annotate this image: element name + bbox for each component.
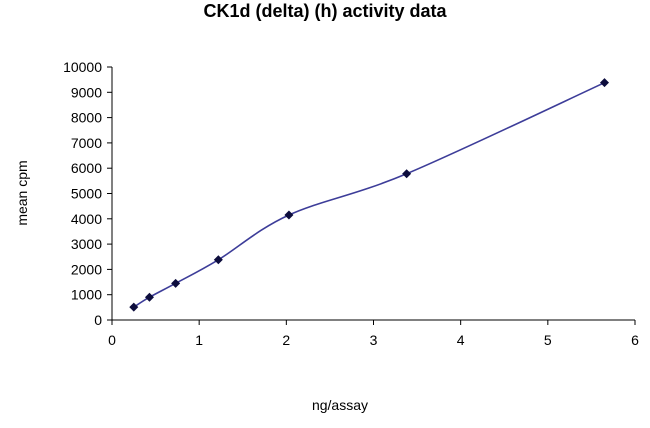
y-axis-label: mean cpm (14, 160, 30, 225)
data-point (171, 278, 181, 288)
data-point (129, 302, 139, 312)
series-layer (129, 78, 609, 312)
y-tick-label: 8000 (71, 110, 102, 126)
y-tick-label: 5000 (71, 186, 102, 202)
x-axis-label: ng/assay (312, 397, 368, 413)
data-point (599, 78, 609, 88)
y-tick-label: 2000 (71, 261, 102, 277)
x-tick-label: 2 (282, 332, 290, 348)
series-line (133, 81, 605, 308)
x-tick-label: 5 (544, 332, 552, 348)
y-tick-label: 1000 (71, 287, 102, 303)
data-point (402, 169, 412, 179)
y-tick-label: 10000 (63, 59, 102, 75)
axes: 0 1000 2000 3000 4000 5000 6000 7000 8000 9000 100… (63, 59, 639, 348)
x-tick-label: 1 (195, 332, 203, 348)
chart-title: CK1d (delta) (h) activity data (203, 1, 447, 21)
y-tick-label: 7000 (71, 135, 102, 151)
x-tick-label: 4 (457, 332, 465, 348)
data-point (144, 292, 154, 302)
y-tick-label: 4000 (71, 211, 102, 227)
y-tick-label: 3000 (71, 236, 102, 252)
data-point (284, 210, 294, 220)
x-tick-label: 3 (370, 332, 378, 348)
y-tick-label: 9000 (71, 84, 102, 100)
data-point (213, 255, 223, 265)
x-tick-label: 0 (108, 332, 116, 348)
y-tick-label: 6000 (71, 160, 102, 176)
y-tick-label: 0 (94, 312, 102, 328)
x-tick-label: 6 (631, 332, 639, 348)
